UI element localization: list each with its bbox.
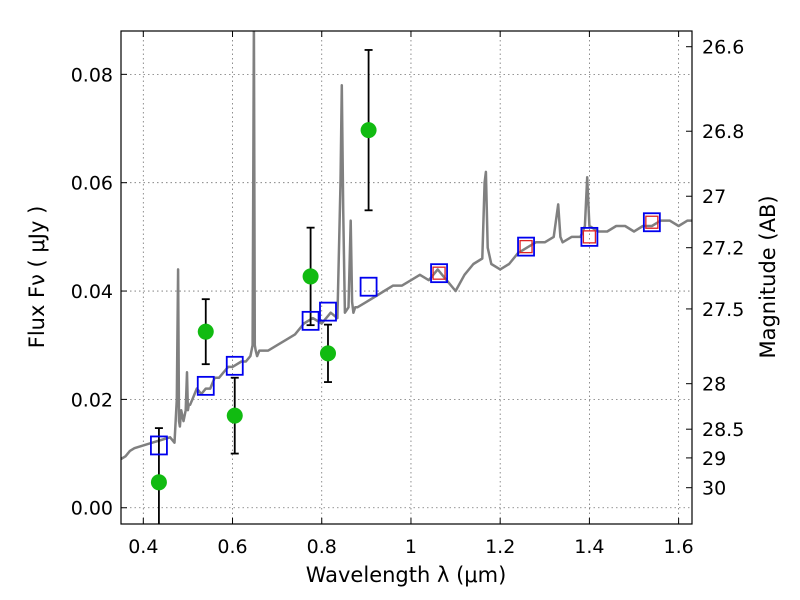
y-tick-label: 0.04 (71, 281, 113, 303)
nir-square-marker (519, 239, 533, 254)
mag-tick-label: 27.2 (702, 238, 744, 260)
x-tick-label: 1.4 (574, 536, 604, 558)
nir-square-marker (582, 230, 597, 244)
model-square-marker (642, 212, 661, 233)
model-square-marker (196, 375, 215, 396)
observed-point (319, 345, 336, 362)
observed-point (302, 268, 319, 285)
nir-square-marker (432, 266, 446, 280)
mag-tick-label: 26.6 (702, 37, 744, 59)
mag-tick-label: 29 (702, 448, 726, 470)
observed-point (150, 474, 167, 491)
x-tick-label: 0.4 (128, 536, 158, 558)
model-square-marker (580, 226, 599, 247)
mag-tick-label: 26.8 (702, 121, 744, 143)
nir-square-marker (645, 215, 659, 229)
sed-line-group (121, 31, 692, 461)
mag-tick-label: 28 (702, 374, 726, 396)
mag-tick-label: 27 (702, 186, 726, 208)
x-tick-label: 1.2 (485, 536, 515, 558)
x-tick-label: 1 (405, 536, 417, 558)
y-tick-label: 0.06 (71, 173, 113, 195)
grid (121, 31, 692, 524)
mag-tick-label: 28.5 (702, 419, 744, 441)
model-square-marker (319, 301, 337, 322)
model-square-marker (150, 435, 168, 456)
y-axis-title-left: Flux Fν ( μJy ) (25, 206, 49, 349)
x-tick-label: 0.6 (217, 536, 247, 558)
x-axis-title: Wavelength λ (μm) (306, 563, 507, 587)
mag-tick-label: 30 (702, 478, 726, 500)
x-tick-label: 1.6 (664, 536, 694, 558)
sed-model-line (121, 31, 692, 461)
model-square-marker (301, 310, 320, 331)
markers (150, 122, 661, 491)
error-bars (154, 49, 373, 524)
ticks: 0.4 0.6 0.8 1 1.2 1.4 1.6 0.00 0.02 0.04 0.06 0.08 2… (71, 31, 744, 558)
observed-point (360, 122, 377, 139)
mag-tick-label: 27.5 (702, 299, 744, 321)
x-tick-label: 0.8 (307, 536, 337, 558)
model-square-marker (359, 276, 378, 297)
observed-point (197, 323, 214, 340)
model-square-marker (225, 355, 244, 376)
y-axis-title-right: Magnitude (AB) (756, 195, 780, 358)
y-tick-label: 0.00 (71, 498, 113, 520)
observed-point (226, 407, 243, 424)
model-square-marker (430, 263, 448, 284)
model-square-marker (517, 236, 535, 257)
y-tick-label: 0.02 (71, 389, 113, 411)
plot-frame (120, 30, 693, 525)
y-tick-label: 0.08 (71, 64, 113, 86)
